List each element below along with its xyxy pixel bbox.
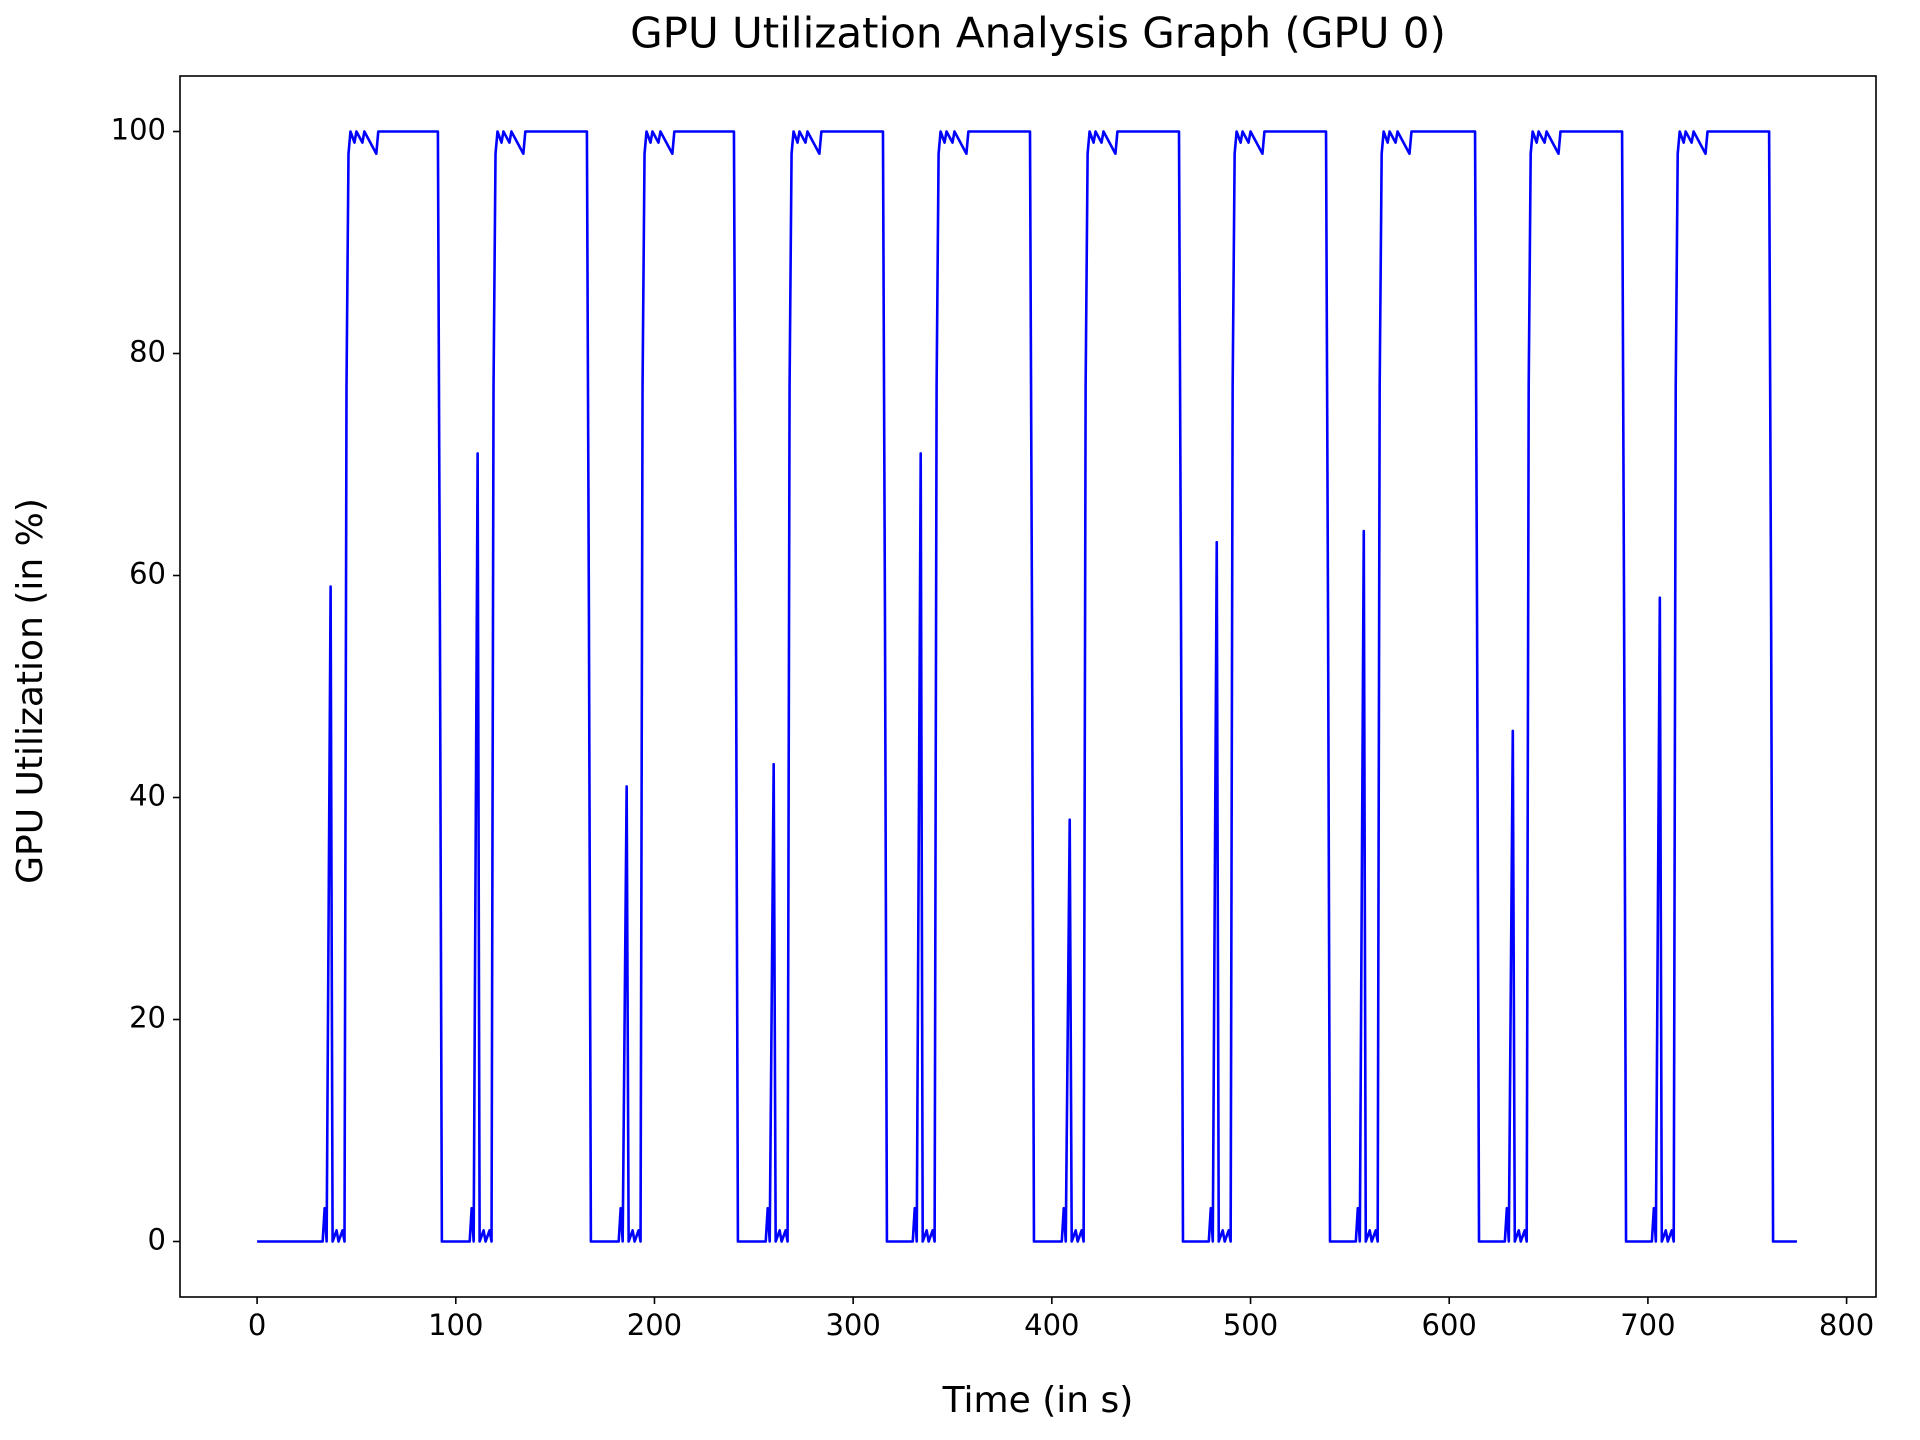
x-axis-label: Time (in s) xyxy=(942,1380,1134,1421)
y-tick-label: 60 xyxy=(129,557,166,591)
y-tick-label: 80 xyxy=(129,335,166,369)
x-tick-label: 0 xyxy=(248,1308,266,1342)
y-tick-label: 100 xyxy=(111,113,166,147)
x-tick-label: 700 xyxy=(1620,1308,1675,1342)
x-tick-label: 400 xyxy=(1024,1308,1079,1342)
x-tick-label: 300 xyxy=(825,1308,880,1342)
x-tick-label: 500 xyxy=(1223,1308,1278,1342)
y-tick-label: 40 xyxy=(129,779,166,813)
x-tick-label: 600 xyxy=(1422,1308,1477,1342)
y-tick-label: 20 xyxy=(129,1001,166,1035)
y-axis-label: GPU Utilization (in %) xyxy=(10,498,51,884)
x-tick-label: 800 xyxy=(1819,1308,1874,1342)
data-line xyxy=(257,132,1797,1242)
x-tick-label: 200 xyxy=(627,1308,682,1342)
y-tick-label: 0 xyxy=(148,1223,166,1257)
x-tick-label: 100 xyxy=(428,1308,483,1342)
chart-title: GPU Utilization Analysis Graph (GPU 0) xyxy=(630,9,1446,58)
